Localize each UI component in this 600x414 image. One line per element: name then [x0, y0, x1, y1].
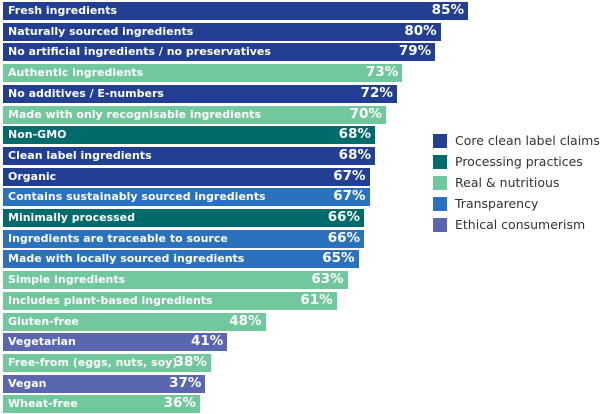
bar-label: Organic [8, 169, 57, 183]
bar-made-with-locally-sourced-ingredients: Made with locally sourced ingredients 65% [3, 250, 359, 269]
bar-value-label: 68% [338, 146, 371, 163]
bar-label: Clean label ingredients [8, 148, 152, 162]
bar-value-label: 66% [327, 209, 361, 225]
bar-label: Non-GMO [8, 128, 67, 142]
bar-label: Vegetarian [8, 335, 76, 349]
bar-vegetarian: Vegetarian 41% [3, 333, 228, 352]
bar-vegan: Vegan 37% [3, 374, 206, 393]
bar-label: Wheat-free [8, 397, 78, 411]
bar-non-gmo: Non-GMO 68% [3, 126, 375, 145]
legend-swatch [433, 134, 447, 148]
legend-swatch [433, 176, 447, 190]
bar-value-label: 67% [333, 188, 366, 205]
bar-label: Gluten-free [8, 314, 79, 328]
bar-label: Simple ingredients [8, 273, 126, 287]
bar-label: Vegan [8, 376, 47, 390]
bar-value-label: 63% [311, 271, 344, 288]
bar-minimally-processed: Minimally processed 66% [3, 209, 365, 227]
bar-no-artificial-ingredients-no-preservatives: No artificial ingredients / no preservat… [3, 43, 436, 62]
bar-contains-sustainably-sourced-ingredients: Contains sustainably sourced ingredients… [3, 188, 370, 207]
legend-swatch [433, 197, 447, 211]
bar-naturally-sourced-ingredients: Naturally sourced ingredients 80% [3, 22, 441, 41]
bar-value-label: 36% [163, 395, 196, 412]
bar-value-label: 65% [322, 250, 355, 267]
bar-label: Includes plant-based ingredients [8, 293, 213, 307]
bar-value-label: 68% [338, 126, 371, 143]
bar-value-label: 38% [174, 353, 207, 370]
legend-label: Ethical consumerism [455, 217, 586, 232]
bar-value-label: 85% [431, 2, 464, 18]
bar-gluten-free: Gluten-free 48% [3, 312, 266, 331]
bar-label: Naturally sourced ingredients [8, 24, 194, 38]
bar-label: Contains sustainably sourced ingredients [8, 190, 266, 204]
bar-value-label: 48% [229, 312, 262, 329]
bar-value-label: 61% [300, 291, 333, 308]
bar-value-label: 79% [398, 43, 432, 60]
legend-swatch [433, 155, 447, 169]
legend-label: Core clean label claims [455, 133, 600, 148]
bar-value-label: 73% [366, 64, 399, 81]
bar-fresh-ingredients: Fresh ingredients 85% [3, 2, 468, 20]
bar-simple-ingredients: Simple ingredients 63% [3, 271, 348, 290]
bar-label: Authentic ingredients [8, 66, 144, 80]
legend-swatch [433, 218, 447, 232]
legend-label: Real & nutritious [455, 175, 560, 190]
bar-label: Ingredients are traceable to source [8, 231, 228, 245]
bar-value-label: 37% [169, 374, 202, 391]
bar-includes-plant-based-ingredients: Includes plant-based ingredients 61% [3, 291, 337, 310]
bar-authentic-ingredients: Authentic ingredients 73% [3, 64, 403, 83]
bar-label: Made with locally sourced ingredients [8, 252, 245, 266]
bar-label: Made with only recognisable ingredients [8, 107, 261, 121]
bar-value-label: 67% [333, 167, 366, 184]
legend-label: Transparency [455, 196, 539, 211]
bar-organic: Organic 67% [3, 167, 370, 186]
bar-label: Minimally processed [8, 211, 136, 224]
bar-made-with-only-recognisable-ingredients: Made with only recognisable ingredients 7… [3, 105, 386, 124]
bar-label: Free-from (eggs, nuts, soy) [8, 355, 178, 369]
bar-value-label: 80% [404, 22, 437, 39]
bar-label: No additives / E-numbers [8, 86, 164, 100]
bar-clean-label-ingredients: Clean label ingredients 68% [3, 146, 375, 165]
bar-value-label: 72% [360, 84, 393, 101]
legend-label: Processing practices [455, 154, 583, 169]
bar-value-label: 66% [327, 229, 361, 246]
bar-value-label: 70% [349, 105, 382, 122]
bar-value-label: 41% [190, 333, 224, 350]
bar-no-additives-e-numbers: No additives / E-numbers 72% [3, 84, 397, 103]
bar-ingredients-are-traceable-to-source: Ingredients are traceable to source 66% [3, 229, 365, 248]
bar-label: Fresh ingredients [8, 4, 118, 17]
bar-label: No artificial ingredients / no preservat… [8, 45, 271, 59]
bar-free-from-eggs-nuts-soy: Free-from (eggs, nuts, soy) 38% [3, 353, 211, 372]
bar-wheat-free: Wheat-free 36% [3, 395, 200, 414]
